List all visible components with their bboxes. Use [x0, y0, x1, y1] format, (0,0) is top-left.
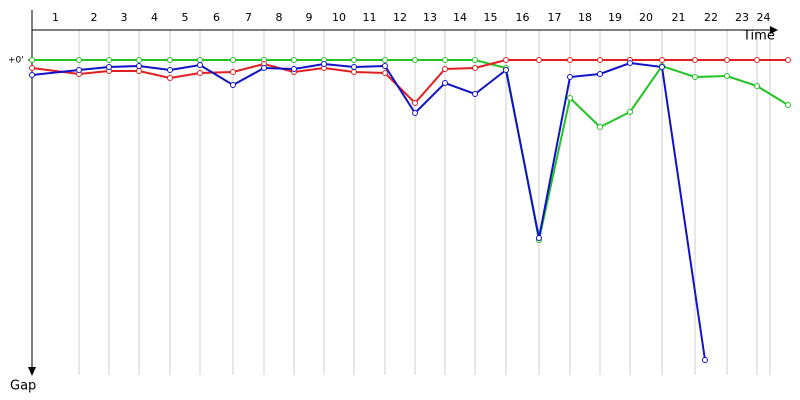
y-axis-label: Gap: [10, 379, 36, 394]
data-point: [261, 65, 267, 71]
data-point: [567, 74, 573, 80]
data-point: [76, 57, 82, 63]
x-axis-label: Time: [742, 29, 775, 44]
data-point: [197, 62, 203, 68]
data-point: [136, 68, 142, 74]
data-point: [442, 66, 448, 72]
data-point: [567, 95, 573, 101]
data-point: [351, 57, 357, 63]
data-point: [167, 57, 173, 63]
data-point: [351, 69, 357, 75]
x-tick-label: 18: [578, 11, 592, 24]
data-point: [692, 57, 698, 63]
data-point: [472, 91, 478, 97]
data-point: [382, 57, 388, 63]
data-point: [754, 57, 760, 63]
data-point: [167, 67, 173, 73]
x-tick-label: 1: [52, 11, 59, 24]
data-point: [785, 102, 791, 108]
x-tick-label: 3: [121, 11, 128, 24]
series-line: [31, 61, 706, 361]
x-tick-label: 21: [672, 11, 686, 24]
x-tick-label: 24: [757, 11, 771, 24]
data-point: [472, 57, 478, 63]
data-point: [442, 80, 448, 86]
data-point: [785, 57, 791, 63]
x-tick-label: 19: [608, 11, 622, 24]
data-point: [567, 57, 573, 63]
data-point: [412, 110, 418, 116]
data-point: [230, 69, 236, 75]
data-point: [29, 72, 35, 78]
data-point: [597, 71, 603, 77]
data-point: [597, 124, 603, 130]
data-point: [442, 57, 448, 63]
x-tick-label: 5: [182, 11, 189, 24]
x-tick-label: 15: [484, 11, 498, 24]
data-point: [106, 57, 112, 63]
data-point: [291, 57, 297, 63]
data-point: [536, 235, 542, 241]
data-point: [472, 65, 478, 71]
x-tick-label: 13: [423, 11, 437, 24]
y-arrow: [28, 367, 36, 376]
data-point: [627, 109, 633, 115]
data-point: [230, 82, 236, 88]
data-point: [136, 63, 142, 69]
x-tick-label: 7: [245, 11, 252, 24]
x-tick-label: 2: [91, 11, 98, 24]
data-point: [412, 100, 418, 106]
data-point: [230, 57, 236, 63]
data-point: [167, 75, 173, 81]
data-point: [659, 57, 665, 63]
x-tick-label: 16: [516, 11, 530, 24]
data-point: [197, 70, 203, 76]
x-tick-label: 6: [213, 11, 220, 24]
x-arrow: [770, 26, 778, 34]
data-point: [76, 67, 82, 73]
data-point: [382, 70, 388, 76]
y-tick-label: +0': [8, 56, 24, 66]
x-tick-label: 14: [453, 11, 467, 24]
data-point: [321, 61, 327, 67]
data-point: [536, 57, 542, 63]
x-tick-label: 22: [704, 11, 718, 24]
data-point: [197, 57, 203, 63]
data-point: [724, 73, 730, 79]
data-point: [659, 64, 665, 70]
x-tick-label: 17: [548, 11, 562, 24]
data-point: [136, 57, 142, 63]
data-point: [351, 64, 357, 70]
x-tick-label: 11: [363, 11, 377, 24]
data-point: [106, 64, 112, 70]
data-point: [412, 57, 418, 63]
data-point: [29, 65, 35, 71]
x-tick-label: 20: [639, 11, 653, 24]
x-tick-label: 9: [306, 11, 313, 24]
x-tick-label: 12: [393, 11, 407, 24]
x-tick-label: 4: [151, 11, 158, 24]
x-tick-label: 23: [735, 11, 749, 24]
data-point: [597, 57, 603, 63]
data-point: [692, 74, 698, 80]
data-point: [754, 83, 760, 89]
data-point: [724, 57, 730, 63]
x-tick-label: 10: [332, 11, 346, 24]
data-point: [503, 67, 509, 73]
data-point: [291, 66, 297, 72]
data-point: [29, 57, 35, 63]
data-point: [702, 357, 708, 363]
data-point: [382, 63, 388, 69]
data-point: [503, 57, 509, 63]
data-point: [627, 60, 633, 66]
x-tick-label: 8: [276, 11, 283, 24]
